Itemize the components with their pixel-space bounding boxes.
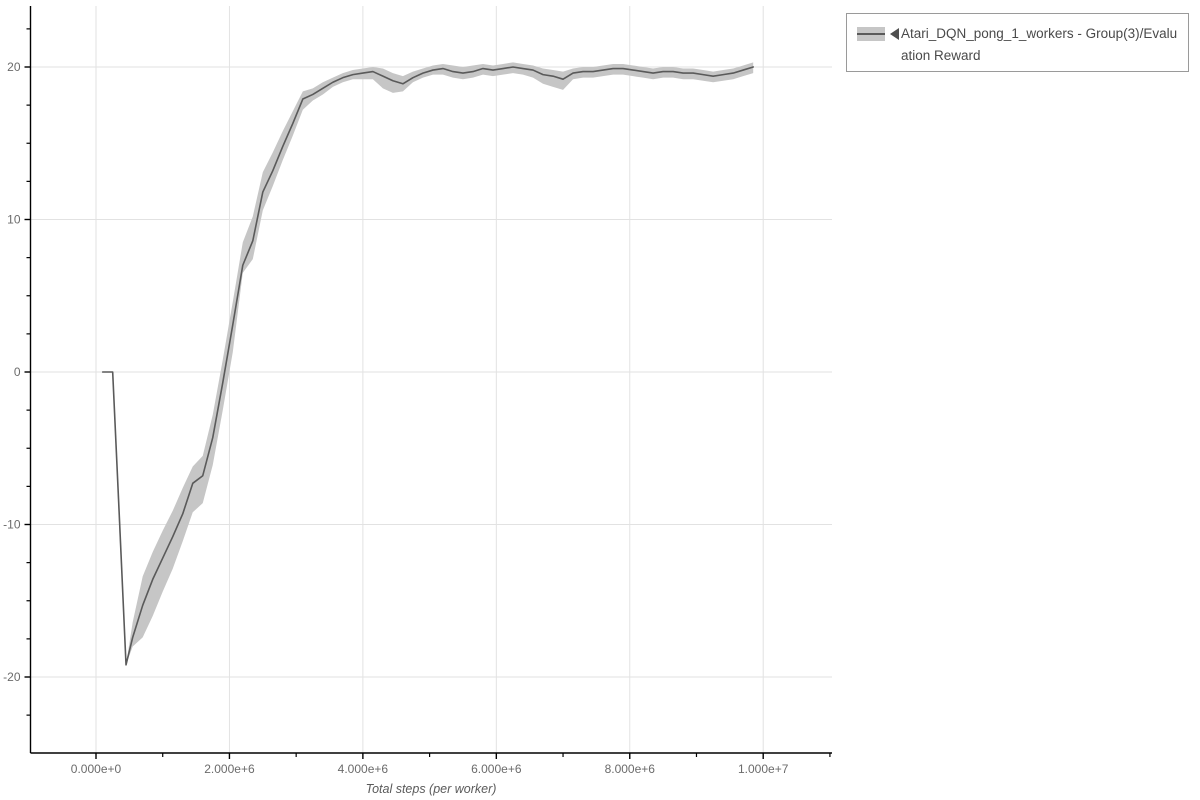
x-axis-title: Total steps (per worker) (366, 782, 497, 796)
axes (24, 6, 832, 759)
svg-text:-10: -10 (3, 518, 21, 532)
svg-text:1.000e+7: 1.000e+7 (738, 762, 789, 776)
svg-text:0: 0 (14, 365, 21, 379)
svg-text:8.000e+6: 8.000e+6 (605, 762, 656, 776)
svg-text:-20: -20 (3, 670, 21, 684)
svg-text:0.000e+0: 0.000e+0 (71, 762, 122, 776)
legend-entry[interactable]: Atari_DQN_pong_1_workers - Group(3)/Eval… (857, 23, 1180, 67)
svg-text:20: 20 (7, 60, 21, 74)
triangle-left-icon (890, 28, 899, 40)
tick-labels: -20 -10 0 10 20 0.000e+0 2.000e+6 4.000e+6 6.000… (3, 60, 789, 776)
legend-entry-label: Atari_DQN_pong_1_workers - Group(3)/Eval… (901, 26, 1178, 63)
svg-text:6.000e+6: 6.000e+6 (471, 762, 522, 776)
data-line (101, 66, 754, 666)
svg-text:10: 10 (7, 213, 21, 227)
legend-color-swatch (857, 27, 885, 41)
svg-text:4.000e+6: 4.000e+6 (338, 762, 389, 776)
svg-text:2.000e+6: 2.000e+6 (204, 762, 255, 776)
grid-lines (30, 6, 832, 753)
legend[interactable]: Atari_DQN_pong_1_workers - Group(3)/Eval… (846, 13, 1189, 72)
